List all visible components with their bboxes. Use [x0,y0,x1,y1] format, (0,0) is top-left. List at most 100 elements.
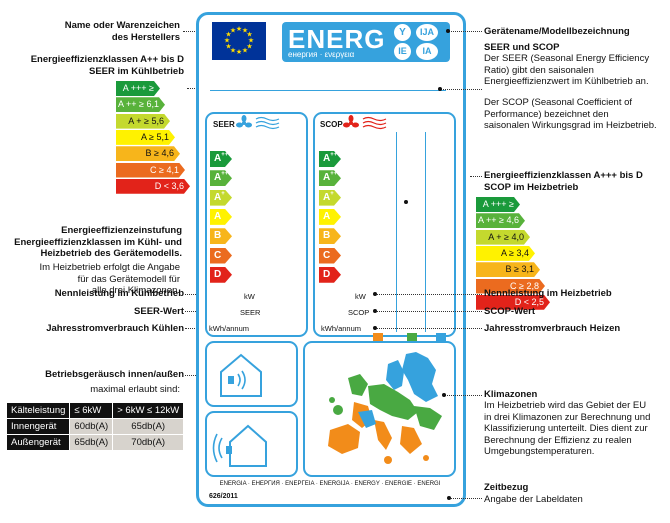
noise-header: > 6kW ≤ 12kW [112,402,185,419]
scop-scale-arrow: C ≥ 2,8 [476,279,545,294]
indoor-noise-panel [205,341,298,407]
svg-text:★: ★ [230,27,236,35]
seer-class-arrow: A+ [210,190,232,206]
seer-scop-title: SEER und SCOP [484,42,560,53]
svg-text:★: ★ [225,31,231,39]
noise-row-label: Innengerät [5,418,71,435]
scop-scale-arrow: A + ≥ 4,0 [476,230,530,245]
heating-classes-annotation: Energieeffizienzklassen A+++ bis D SCOP … [484,170,643,193]
seer-class-arrow: A++ [210,170,232,186]
scop-value-annotation: SCOP-Wert [484,306,536,317]
regulation-number: 626/2011 [209,493,238,500]
badge-ie: IE [394,43,411,60]
scop-class-arrow: D [319,267,341,283]
svg-text:★: ★ [230,47,236,55]
seer-value-annotation: SEER-Wert [134,306,184,317]
energy-footer: ENERGIA · ЕНЕРГИЯ · ΕΝΕΡΓΕΙΑ · ENERGIJA … [219,481,441,487]
scop-text: Der SCOP (Seasonal Coefficient of Perfor… [484,97,657,131]
noise-annotation: Betriebsgeräusch innen/außen [45,369,184,380]
zones-text: Im Heizbetrieb wird das Gebiet der EU in… [484,400,651,457]
scop-label: SCOP [320,120,343,129]
seer-class-arrow: A+++ [210,151,232,167]
svg-text:★: ★ [242,27,248,35]
rating-note: Im Heizbetrieb erfolgt die Angabe für da… [39,262,180,296]
cold-waves-icon [255,116,281,130]
noise-header: Kälteleistung [5,402,71,419]
energ-header: ENERG енергия · ενεργεια Y IJA IE IA [282,22,450,62]
seer-scale-arrow: A +++ ≥ 8,5 [116,81,160,96]
rating-annotation: Energieeffizienzeinstufung Energieeffizi… [14,225,182,259]
seer-class-arrow: B [210,228,232,244]
scop-scale-arrow: A +++ ≥ 5,1 [476,197,520,212]
badge-ija: IJA [416,24,438,41]
annual-cooling-annotation: Jahresstromverbrauch Kühlen [46,323,184,334]
scop-class-arrow: A+++ [319,151,341,167]
noise-cell: 70db(A) [112,434,185,451]
svg-text:★: ★ [236,48,242,56]
energ-title: ENERG [288,24,386,54]
manufacturer-annotation: Name oder Warenzeichen des Herstellers [64,20,180,43]
seer-scale-arrow: C ≥ 4,1 [116,163,185,178]
scop-class-arrow: B [319,228,341,244]
scop-scale-arrow: A ≥ 3,4 [476,246,535,261]
noise-table: Kälteleistung ≤ 6kW > 6kW ≤ 12kW Innenge… [5,402,185,451]
outdoor-noise-panel [205,411,298,477]
scop-class-arrow: A [319,209,341,225]
eu-flag-icon: ★ ★ ★ ★ ★ ★ ★ ★ ★ ★ ★ ★ [212,22,266,60]
seer-kw: kW [244,292,255,301]
badge-ia: IA [416,43,438,60]
cooling-classes-annotation: Energieeffizienzklassen A++ bis D SEER i… [30,54,184,77]
scop-scop-unit: SCOP [348,308,370,317]
svg-text:★: ★ [248,37,254,45]
seer-label: SEER [213,120,235,129]
scop-scale-arrow: D < 2,5 [476,295,550,310]
zone-cold-swatch [436,333,446,341]
badge-y: Y [394,24,411,41]
indoor-unit-icon [216,350,266,400]
noise-cell: 65db(A) [112,418,185,435]
regulation-title: Zeitbezug [484,482,529,493]
zones-title: Klimazonen [484,389,538,400]
energy-words: енергия · ενεργεια [288,50,355,59]
noise-cell: 65db(A) [69,434,114,451]
zone-average-swatch [407,333,417,341]
seer-class-arrow: D [210,267,232,283]
svg-text:★: ★ [242,47,248,55]
seer-seer-unit: SEER [240,308,261,317]
noise-cell: 60db(A) [69,418,114,435]
regulation-text: Angabe der Labeldaten [484,494,583,505]
svg-text:★: ★ [224,37,230,45]
seer-text: Der SEER (Seasonal Energy Efficiency Rat… [484,53,650,87]
outdoor-unit-icon [212,420,272,470]
seer-scale-arrow: A ≥ 5,1 [116,130,175,145]
europe-map-icon [318,350,448,472]
seer-class-arrow: A [210,209,232,225]
noise-sub: maximal erlaubt sind: [90,384,180,395]
scop-class-arrow: A++ [319,170,341,186]
svg-text:★: ★ [246,31,252,39]
model-field [210,72,446,91]
scop-panel [313,112,456,337]
climate-zones-panel [303,341,456,477]
svg-text:★: ★ [246,43,252,51]
seer-scale-arrow: A + ≥ 5,6 [116,114,170,129]
noise-row-label: Außengerät [5,434,71,451]
scop-kwh-unit: kWh/annum [321,324,362,333]
svg-text:★: ★ [225,43,231,51]
scop-scale-arrow: A ++ ≥ 4,6 [476,213,525,228]
rated-power-heating-annotation: Nennleistung im Heizbetrieb [484,288,612,299]
annual-heating-annotation: Jahresstromverbrauch Heizen [484,323,621,334]
fan-heat-icon [343,115,359,131]
zone-warm-swatch [373,333,383,341]
scop-kw: kW [355,292,366,301]
seer-class-arrow: C [210,248,232,264]
seer-panel [205,112,308,337]
model-annotation: Gerätename/Modellbezeichnung [484,26,630,37]
scop-class-arrow: C [319,248,341,264]
scop-class-arrow: A+ [319,190,341,206]
seer-scale-arrow: D < 3,6 [116,179,190,194]
noise-header: ≤ 6kW [69,402,114,419]
heat-waves-icon [362,116,388,130]
seer-scale-arrow: B ≥ 4,6 [116,146,180,161]
scop-scale-arrow: B ≥ 3,1 [476,262,540,277]
